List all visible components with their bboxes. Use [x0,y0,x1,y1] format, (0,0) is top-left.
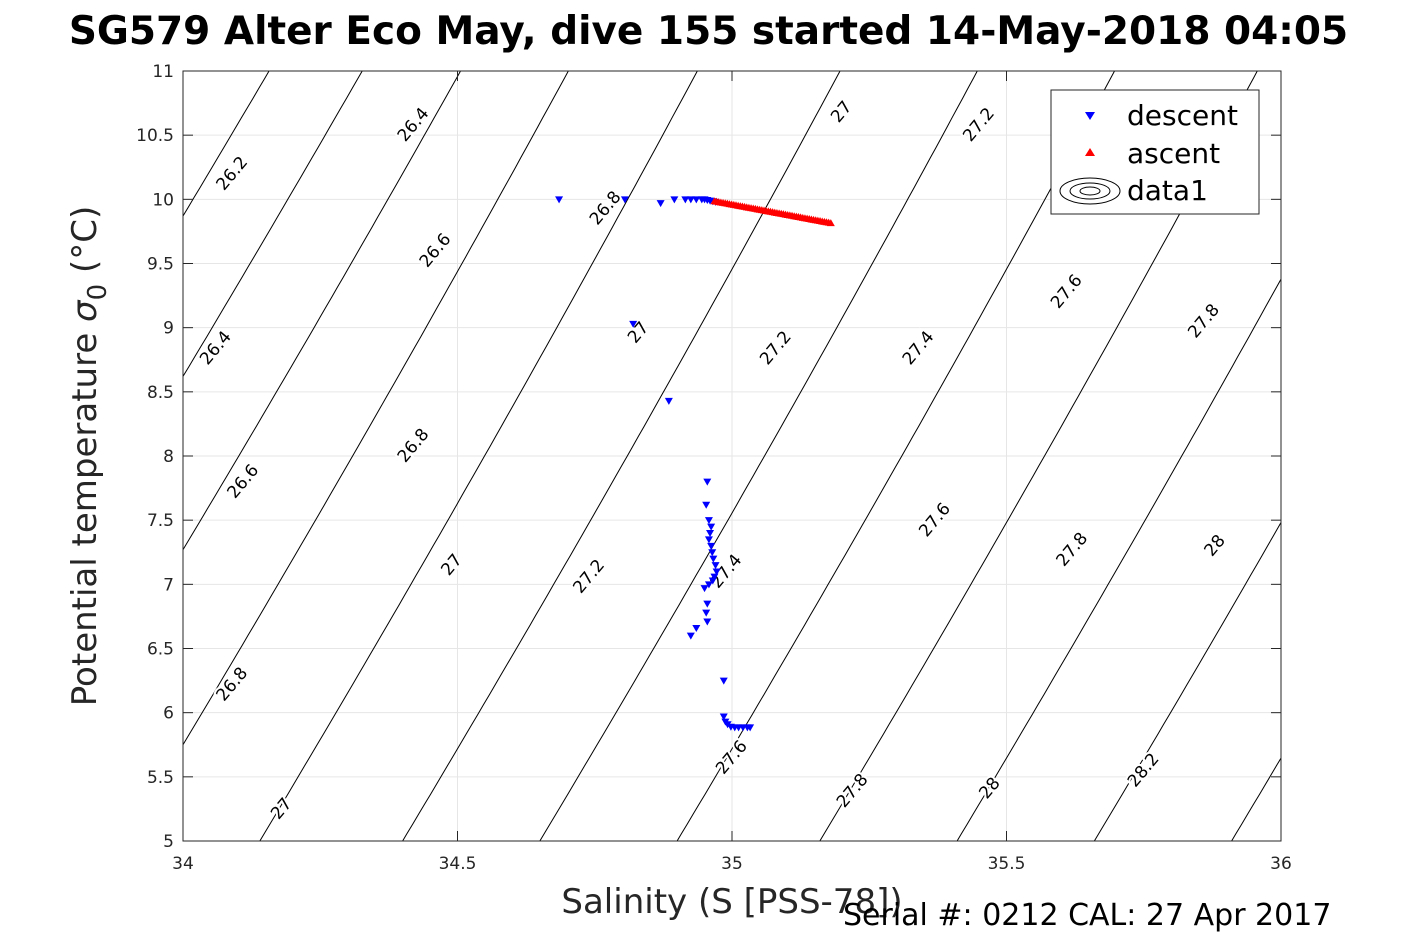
x-tick-label: 34.5 [439,854,477,874]
contour-line [183,71,270,217]
contour-line [539,71,978,841]
descent-point [709,555,718,563]
y-tick-label: 8 [163,447,174,467]
descent-point [629,320,638,328]
x-tick-label: 35 [721,854,743,874]
y-tick-label: 7 [163,575,174,595]
y-tick-label: 5 [163,832,174,852]
legend-marker-contour [1059,177,1121,205]
y-tick-label: 5.5 [147,768,174,788]
descent-point [711,562,720,570]
serial-calibration-note: Serial #: 0212 CAL: 27 Apr 2017 [843,898,1332,933]
legend-marker-descent [1085,112,1095,120]
density-contours [183,71,1281,841]
descent-point [704,517,713,525]
y-axis-label-unit: (°C) [65,206,105,284]
contour-line [1093,521,1281,841]
descent-point [719,713,728,721]
descent-point [664,397,673,405]
y-axis-label: Potential temperature σ0 (°C) [65,206,113,706]
axis-ticks: 34 34.5 35 35.5 36 5 5.5 6 6.5 7 7.5 8 8.5 9 9.5 10 10.5… [136,62,1292,874]
contour-line [956,278,1281,841]
contour-line [676,71,1116,841]
x-tick-label: 34 [172,854,194,874]
data-points [555,196,835,732]
x-tick-label: 36 [1270,854,1292,874]
y-axis-label-main: Potential temperature [65,322,105,706]
y-axis-label-subscript: 0 [83,284,113,301]
descent-point [620,196,629,204]
descent-point [700,585,709,593]
y-axis-label-sigma: σ [65,299,105,322]
descent-point [703,600,712,608]
descent-point [712,568,721,576]
contour-line [183,71,462,551]
chart-title: SG579 Alter Eco May, dive 155 started 14… [68,9,1349,54]
y-tick-label: 11 [152,62,174,82]
y-tick-label: 6.5 [147,640,174,660]
y-tick-label: 10 [152,190,174,210]
y-tick-label: 9 [163,319,174,339]
descent-point [681,196,690,204]
legend-marker-ascent [1085,148,1095,156]
descent-point [692,196,701,204]
descent-point [704,536,713,544]
x-axis-label: Salinity (S [PSS-78]) [561,882,902,922]
ascent-point [826,219,835,227]
descent-point [707,542,716,550]
legend: descent ascent data1 [1050,89,1260,215]
descent-point [692,624,701,632]
x-tick-label: 35.5 [988,854,1026,874]
y-tick-label: 10.5 [136,126,174,146]
descent-point [702,609,711,617]
descent-point [686,196,695,204]
descent-point [719,677,728,685]
descent-point [703,618,712,626]
y-tick-label: 6 [163,704,174,724]
descent-point [707,523,716,531]
descent-point [710,573,719,581]
contour-line [402,71,841,841]
descent-point [555,196,564,204]
descent-point [704,581,713,589]
legend-label-descent: descent [1127,99,1238,132]
y-tick-label: 7.5 [147,511,174,531]
descent-point [670,196,679,204]
descent-point [706,530,715,537]
contour-line [183,71,569,746]
legend-label-ascent: ascent [1127,137,1220,170]
descent-point [708,577,717,585]
contour-line [183,71,363,378]
y-tick-label: 9.5 [147,255,174,275]
contour-line [259,71,698,841]
descent-point [703,478,712,486]
legend-box [1050,89,1260,215]
descent-point [656,200,665,208]
descent-point [708,549,717,557]
descent-point [686,632,695,640]
descent-point [746,724,755,732]
descent-point [702,501,711,509]
y-tick-label: 8.5 [147,383,174,403]
legend-label-contour: data1 [1127,174,1208,207]
